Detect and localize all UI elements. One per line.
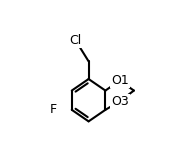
Text: Cl: Cl xyxy=(70,34,82,47)
Text: F: F xyxy=(50,103,57,116)
Text: O1: O1 xyxy=(111,74,129,87)
Text: O3: O3 xyxy=(111,95,129,108)
